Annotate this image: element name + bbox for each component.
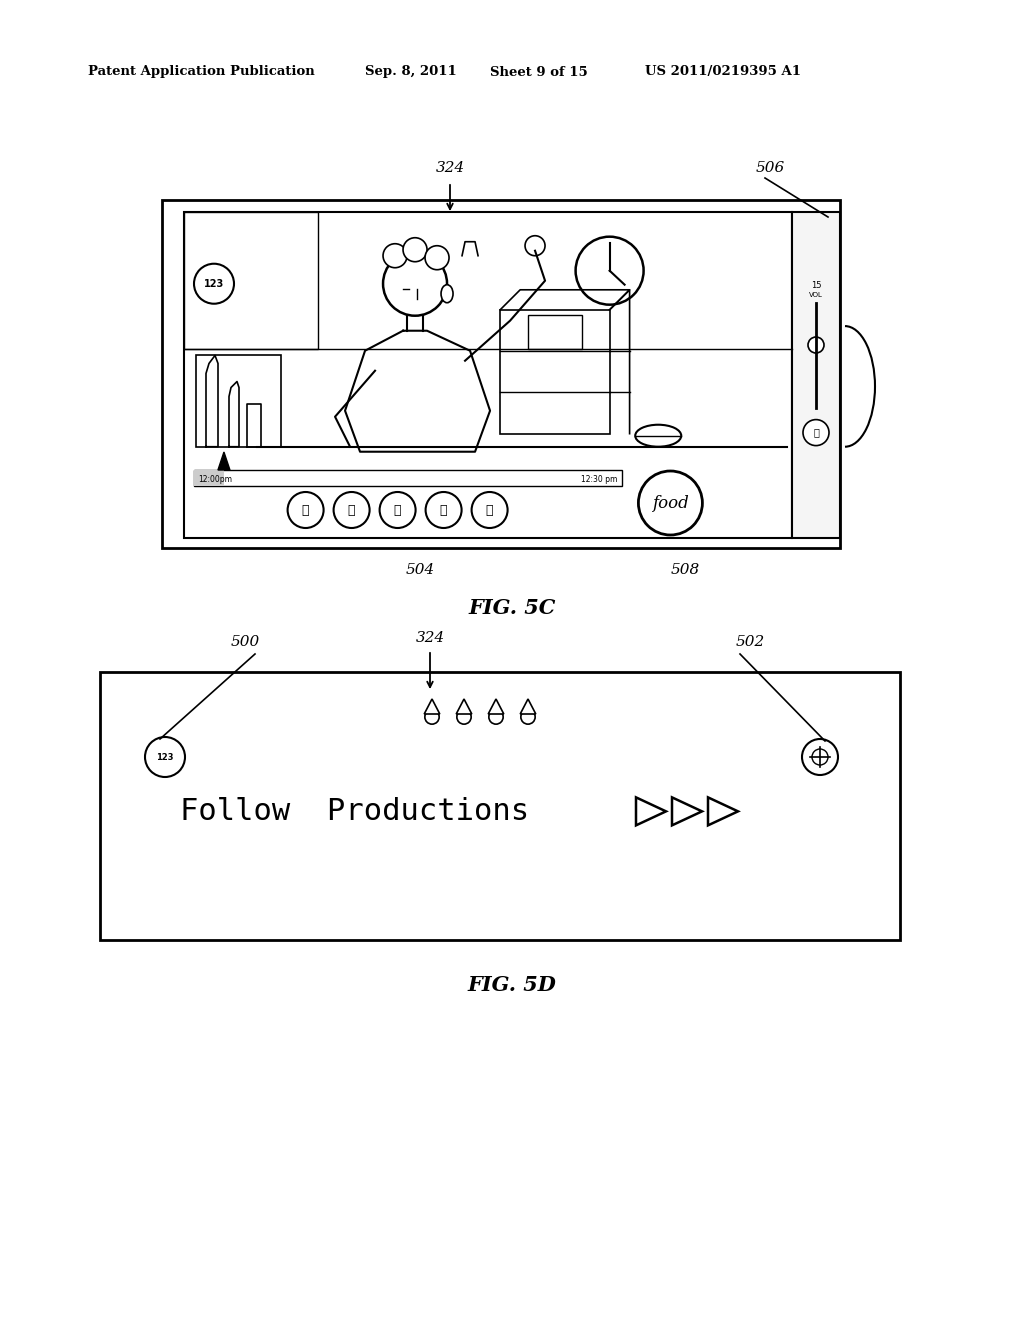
Bar bbox=[194, 470, 622, 486]
Circle shape bbox=[145, 737, 185, 777]
Text: US 2011/0219395 A1: US 2011/0219395 A1 bbox=[645, 66, 801, 78]
Circle shape bbox=[383, 252, 447, 315]
Ellipse shape bbox=[441, 285, 453, 302]
Circle shape bbox=[334, 492, 370, 528]
Polygon shape bbox=[708, 797, 738, 825]
Circle shape bbox=[403, 238, 427, 261]
Polygon shape bbox=[218, 451, 230, 470]
Polygon shape bbox=[520, 700, 536, 714]
Text: 🔊: 🔊 bbox=[813, 428, 819, 438]
Text: Patent Application Publication: Patent Application Publication bbox=[88, 66, 314, 78]
Circle shape bbox=[638, 471, 702, 535]
Text: 500: 500 bbox=[230, 635, 260, 649]
Circle shape bbox=[194, 264, 234, 304]
Bar bbox=[184, 213, 317, 348]
Bar bbox=[184, 213, 792, 539]
Text: ⏭: ⏭ bbox=[485, 503, 494, 516]
Circle shape bbox=[425, 246, 450, 269]
Text: food: food bbox=[652, 495, 689, 511]
Text: 504: 504 bbox=[406, 564, 434, 577]
Circle shape bbox=[425, 710, 439, 725]
Bar bbox=[162, 201, 840, 548]
Circle shape bbox=[803, 420, 829, 446]
Circle shape bbox=[426, 492, 462, 528]
Text: VOL: VOL bbox=[809, 292, 823, 298]
Text: 506: 506 bbox=[756, 161, 784, 176]
Circle shape bbox=[472, 492, 508, 528]
Bar bbox=[792, 213, 840, 539]
Text: 502: 502 bbox=[735, 635, 765, 649]
Bar bbox=[194, 470, 224, 486]
Bar bbox=[527, 314, 583, 350]
Text: 123: 123 bbox=[157, 752, 174, 762]
Text: 15: 15 bbox=[811, 281, 821, 290]
Text: 508: 508 bbox=[671, 564, 699, 577]
Polygon shape bbox=[488, 700, 504, 714]
Circle shape bbox=[488, 710, 503, 725]
Circle shape bbox=[383, 244, 407, 268]
Ellipse shape bbox=[635, 425, 681, 446]
Text: Sep. 8, 2011: Sep. 8, 2011 bbox=[365, 66, 457, 78]
Text: Follow  Productions: Follow Productions bbox=[180, 797, 529, 826]
Circle shape bbox=[457, 710, 471, 725]
Circle shape bbox=[521, 710, 536, 725]
Text: FIG. 5D: FIG. 5D bbox=[468, 975, 556, 995]
Bar bbox=[500, 310, 609, 434]
Text: 123: 123 bbox=[204, 279, 224, 289]
Text: ⏩: ⏩ bbox=[440, 503, 447, 516]
Bar bbox=[100, 672, 900, 940]
Circle shape bbox=[575, 236, 644, 305]
Circle shape bbox=[288, 492, 324, 528]
Text: 324: 324 bbox=[416, 631, 444, 645]
Circle shape bbox=[380, 492, 416, 528]
Text: 12:30 pm: 12:30 pm bbox=[582, 475, 617, 484]
Circle shape bbox=[802, 739, 838, 775]
Text: Sheet 9 of 15: Sheet 9 of 15 bbox=[490, 66, 588, 78]
Polygon shape bbox=[672, 797, 702, 825]
Text: ⏸: ⏸ bbox=[394, 503, 401, 516]
Text: FIG. 5C: FIG. 5C bbox=[468, 598, 556, 618]
Polygon shape bbox=[424, 700, 439, 714]
Bar bbox=[196, 355, 282, 446]
Text: ⏮: ⏮ bbox=[302, 503, 309, 516]
Text: 12:00pm: 12:00pm bbox=[198, 475, 232, 484]
Circle shape bbox=[525, 236, 545, 256]
Text: ⏪: ⏪ bbox=[348, 503, 355, 516]
Polygon shape bbox=[457, 700, 472, 714]
Polygon shape bbox=[636, 797, 666, 825]
Text: 324: 324 bbox=[435, 161, 465, 176]
Circle shape bbox=[808, 337, 824, 352]
